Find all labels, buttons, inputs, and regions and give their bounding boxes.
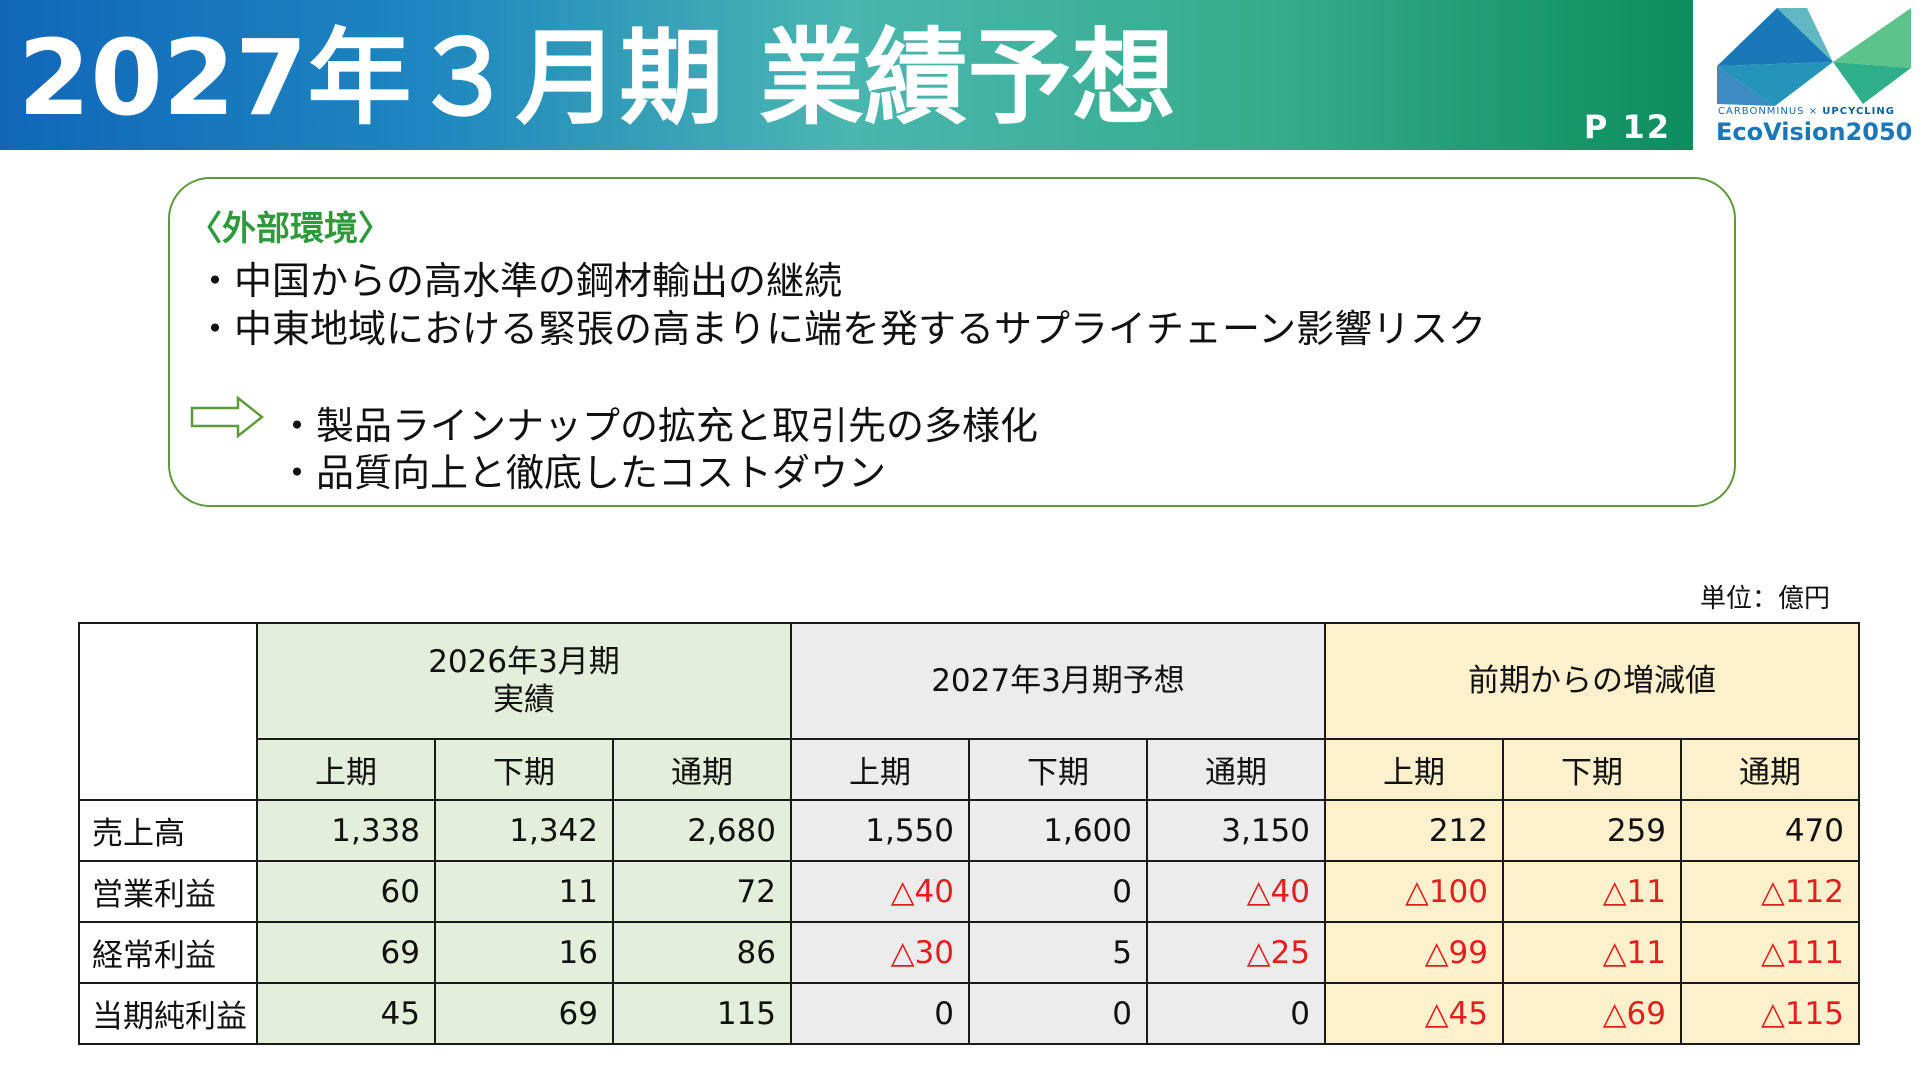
value-cell: 2,680 xyxy=(612,799,792,862)
action-item: ・製品ラインナップの拡充と取引先の多様化 xyxy=(278,404,1039,448)
value-cell: 5 xyxy=(968,921,1148,984)
value-cell: △40 xyxy=(1146,860,1326,923)
value-cell: 0 xyxy=(968,860,1148,923)
unit-label: 単位：億円 xyxy=(1699,584,1830,614)
subheader-cell: 上期 xyxy=(790,738,970,801)
value-cell: 45 xyxy=(256,982,436,1045)
value-cell: △30 xyxy=(790,921,970,984)
subheader-cell: 下期 xyxy=(434,738,614,801)
value-cell: 0 xyxy=(968,982,1148,1045)
value-cell: △25 xyxy=(1146,921,1326,984)
value-cell: △11 xyxy=(1502,860,1682,923)
action-item: ・品質向上と徹底したコストダウン xyxy=(278,451,887,495)
value-cell: 60 xyxy=(256,860,436,923)
value-cell: △11 xyxy=(1502,921,1682,984)
ecovision-logo-icon xyxy=(1717,8,1911,106)
logo-subtitle: CARBONMINUS × UPCYCLING xyxy=(1718,106,1895,117)
value-cell: 115 xyxy=(612,982,792,1045)
table-row: 営業利益 60 11 72 △40 0 △40 △100 △11 △112 xyxy=(78,860,1860,923)
group-header-forecast: 2027年3月期予想 xyxy=(790,622,1326,740)
subheader-cell: 上期 xyxy=(256,738,436,801)
subheader-cell: 通期 xyxy=(1680,738,1860,801)
value-cell: 1,338 xyxy=(256,799,436,862)
value-cell: 259 xyxy=(1502,799,1682,862)
row-label: 営業利益 xyxy=(78,860,258,923)
value-cell: △45 xyxy=(1324,982,1504,1045)
forecast-table: 2026年3月期 実績 2027年3月期予想 前期からの増減値 上期 下期 通期 … xyxy=(78,622,1860,1045)
value-cell: △40 xyxy=(790,860,970,923)
value-cell: 0 xyxy=(1146,982,1326,1045)
value-cell: 0 xyxy=(790,982,970,1045)
subheader-cell: 通期 xyxy=(1146,738,1326,801)
value-cell: 1,550 xyxy=(790,799,970,862)
value-cell: △111 xyxy=(1680,921,1860,984)
environment-heading: 〈外部環境〉 xyxy=(188,209,392,249)
table-corner-cell xyxy=(78,622,258,801)
value-cell: 69 xyxy=(256,921,436,984)
subheader-cell: 上期 xyxy=(1324,738,1504,801)
row-label: 売上高 xyxy=(78,799,258,862)
table-row: 売上高 1,338 1,342 2,680 1,550 1,600 3,150 212 259 4… xyxy=(78,799,1860,862)
subheader-cell: 下期 xyxy=(1502,738,1682,801)
page-title: 2027年３月期 業績予想 xyxy=(18,17,1176,139)
subheader-cell: 下期 xyxy=(968,738,1148,801)
external-environment-panel xyxy=(168,177,1736,507)
value-cell: △115 xyxy=(1680,982,1860,1045)
row-label: 当期純利益 xyxy=(78,982,258,1045)
value-cell: △100 xyxy=(1324,860,1504,923)
logo-wordmark: EcoVision2050 xyxy=(1716,118,1913,146)
value-cell: △99 xyxy=(1324,921,1504,984)
value-cell: 72 xyxy=(612,860,792,923)
table-row: 当期純利益 45 69 115 0 0 0 △45 △69 △115 xyxy=(78,982,1860,1045)
value-cell: 69 xyxy=(434,982,614,1045)
right-arrow-icon xyxy=(190,396,264,438)
group-header-change: 前期からの増減値 xyxy=(1324,622,1860,740)
value-cell: △69 xyxy=(1502,982,1682,1045)
table-row: 経常利益 69 16 86 △30 5 △25 △99 △11 △111 xyxy=(78,921,1860,984)
value-cell: 212 xyxy=(1324,799,1504,862)
page-number: P 12 xyxy=(1583,108,1671,146)
value-cell: 16 xyxy=(434,921,614,984)
group-header-actual: 2026年3月期 実績 xyxy=(256,622,792,740)
environment-item: ・中東地域における緊張の高まりに端を発するサプライチェーン影響リスク xyxy=(196,307,1487,351)
value-cell: △112 xyxy=(1680,860,1860,923)
value-cell: 86 xyxy=(612,921,792,984)
value-cell: 470 xyxy=(1680,799,1860,862)
title-banner: 2027年３月期 業績予想 P 12 xyxy=(0,0,1693,150)
subheader-cell: 通期 xyxy=(612,738,792,801)
environment-item: ・中国からの高水準の鋼材輸出の継続 xyxy=(196,259,843,303)
value-cell: 11 xyxy=(434,860,614,923)
value-cell: 1,342 xyxy=(434,799,614,862)
value-cell: 3,150 xyxy=(1146,799,1326,862)
value-cell: 1,600 xyxy=(968,799,1148,862)
row-label: 経常利益 xyxy=(78,921,258,984)
